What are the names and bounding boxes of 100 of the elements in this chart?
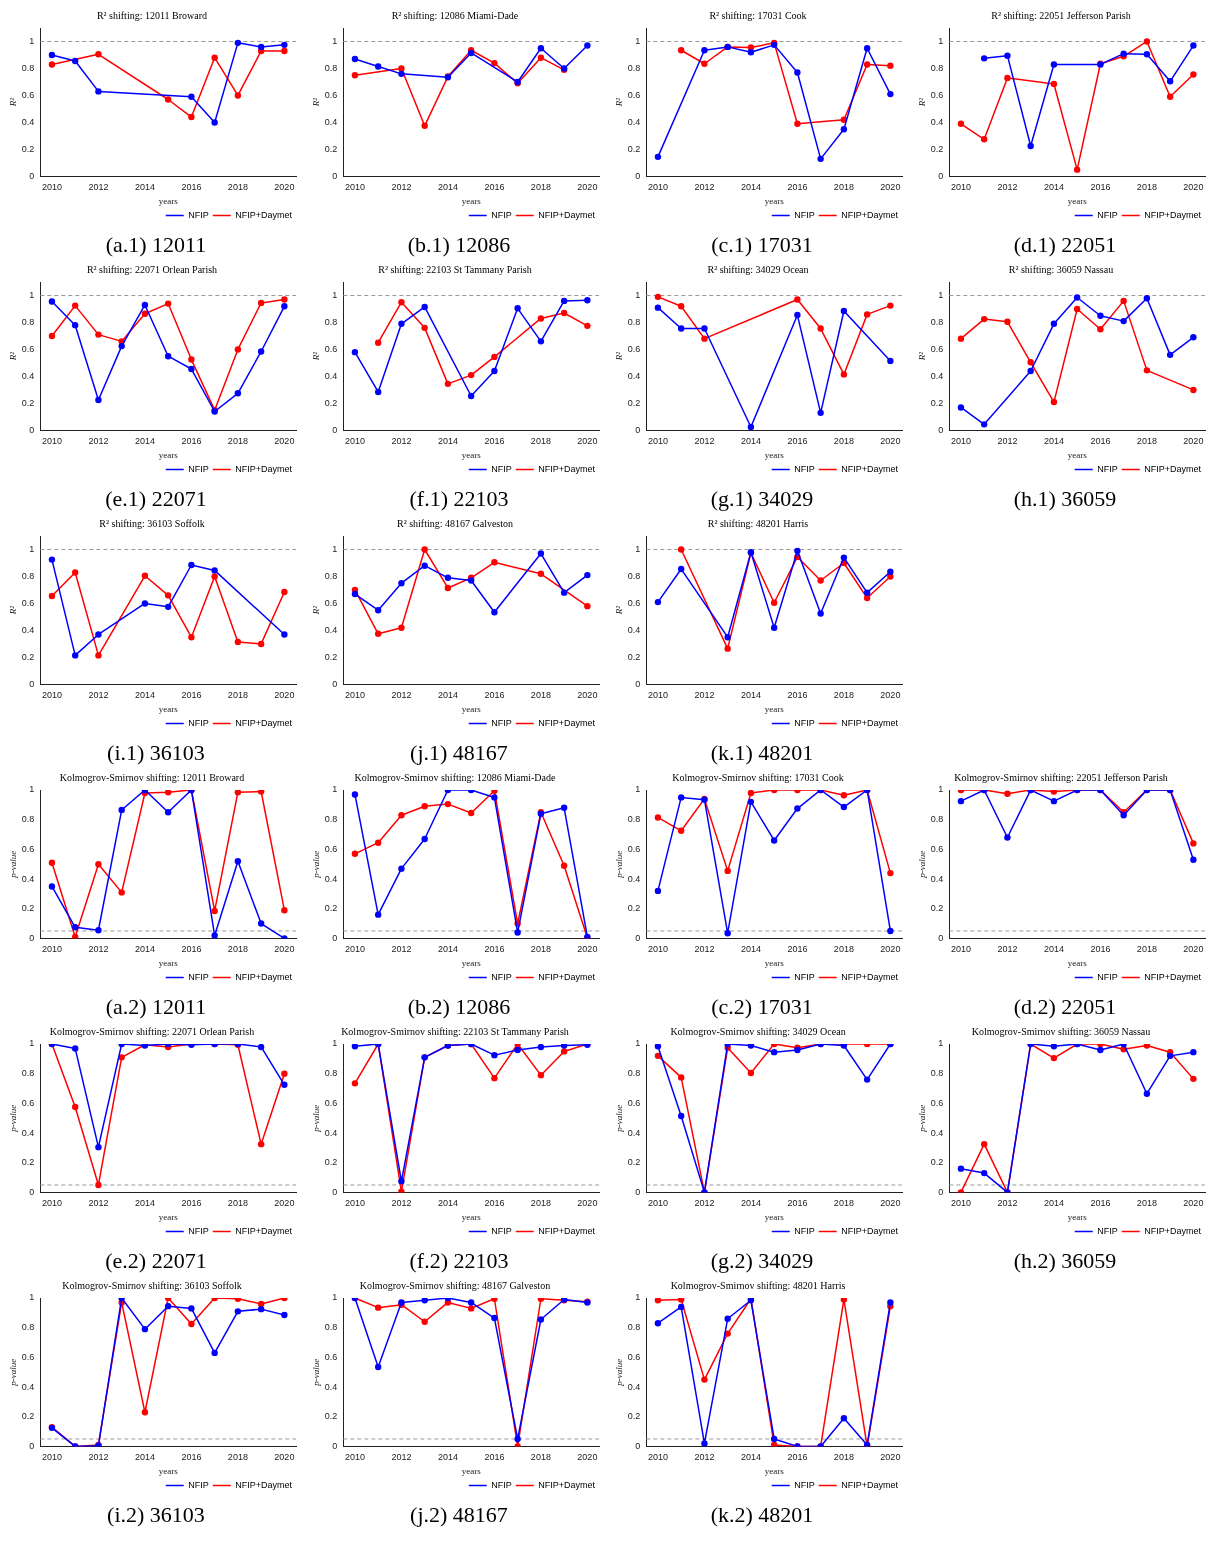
y-tick-label: 0.6 <box>627 597 641 608</box>
x-tick-label: 2010 <box>344 690 365 701</box>
y-tick-label: 1 <box>635 289 641 300</box>
y-tick-label: 0.4 <box>627 873 641 884</box>
y-tick-label: 0.6 <box>324 1097 338 1108</box>
x-tick-label: 2012 <box>88 1452 109 1463</box>
x-axis-title: years <box>461 449 482 460</box>
text: (a.2) 12011 <box>105 994 207 1020</box>
x-tick-label: 2018 <box>833 182 854 193</box>
y-tick-label: 0.8 <box>21 570 35 581</box>
y-axis-title: R² <box>916 351 927 362</box>
x-tick-label: 2016 <box>1090 182 1111 193</box>
y-tick-label: 1 <box>938 784 944 795</box>
y-tick-label: 0 <box>332 424 338 435</box>
x-tick-label: 2018 <box>227 1198 248 1209</box>
x-tick-label: 2010 <box>950 1198 971 1209</box>
text: (e.1) 22071 <box>105 486 207 512</box>
x-tick-label: 2010 <box>344 1198 365 1209</box>
y-tick-label: 0.2 <box>21 1411 35 1422</box>
x-tick-label: 2010 <box>647 690 668 701</box>
legend-label: NFIP <box>188 1225 209 1236</box>
text: (b.1) 12086 <box>407 232 511 258</box>
y-axis-title: p-value <box>310 850 321 879</box>
y-axis-title: R² <box>310 605 321 616</box>
legend-label: NFIP+Daymet <box>538 209 596 220</box>
x-tick-label: 2018 <box>530 1452 551 1463</box>
y-tick-label: 1 <box>29 289 35 300</box>
x-tick-label: 2020 <box>880 1198 901 1209</box>
x-axis-title: years <box>1067 449 1088 460</box>
text: (k.2) 48201 <box>710 1502 814 1528</box>
y-axis-title: p-value <box>7 1104 18 1133</box>
x-tick-label: 2014 <box>740 182 761 193</box>
x-tick-label: 2012 <box>391 690 412 701</box>
legend-label: NFIP <box>491 1479 512 1490</box>
y-axis-title: R² <box>7 97 18 108</box>
text: (i.1) 36103 <box>107 740 205 766</box>
y-axis-title: R² <box>613 351 624 362</box>
x-tick-label: 2012 <box>997 436 1018 447</box>
y-tick-label: 0.4 <box>21 370 35 381</box>
legend-label: NFIP <box>1097 463 1118 474</box>
text: (e.2) 22071 <box>105 1248 207 1274</box>
y-tick-label: 0.6 <box>324 343 338 354</box>
y-tick-label: 0.4 <box>930 370 944 381</box>
x-axis-title: years <box>158 1465 179 1476</box>
y-tick-label: 0.4 <box>930 116 944 127</box>
x-tick-label: 2016 <box>484 182 505 193</box>
legend-label: NFIP <box>794 1225 815 1236</box>
y-tick-label: 0.4 <box>324 116 338 127</box>
legend-label: NFIP+Daymet <box>235 209 293 220</box>
text: (c.1) 17031 <box>711 232 813 258</box>
x-tick-label: 2020 <box>577 436 598 447</box>
x-tick-label: 2010 <box>950 436 971 447</box>
legend-label: NFIP <box>794 971 815 982</box>
y-tick-label: 0.4 <box>627 1381 641 1392</box>
y-tick-label: 0.4 <box>627 370 641 381</box>
y-tick-label: 0.6 <box>324 89 338 100</box>
text: (b.2) 12086 <box>407 994 511 1020</box>
y-tick-label: 0.2 <box>324 143 338 154</box>
y-tick-label: 0.8 <box>324 570 338 581</box>
x-axis-title: years <box>764 1465 785 1476</box>
y-tick-label: 1 <box>29 1292 35 1303</box>
y-tick-label: 0.8 <box>627 570 641 581</box>
x-tick-label: 2018 <box>530 944 551 955</box>
y-axis-title: p-value <box>310 1358 321 1387</box>
chart-title: R² shifting: 48201 Harris <box>707 517 809 529</box>
y-tick-label: 0.6 <box>627 843 641 854</box>
y-tick-label: 0.6 <box>930 843 944 854</box>
y-tick-label: 1 <box>332 543 338 554</box>
x-tick-label: 2018 <box>227 436 248 447</box>
x-tick-label: 2014 <box>437 690 458 701</box>
x-tick-label: 2014 <box>740 690 761 701</box>
chart-title: R² shifting: 22051 Jefferson Parish <box>991 9 1131 21</box>
x-tick-label: 2020 <box>274 1452 295 1463</box>
x-tick-label: 2010 <box>41 1452 62 1463</box>
chart-title: Kolmogrov-Smirnov shifting: 17031 Cook <box>672 771 844 783</box>
chart-title: Kolmogrov-Smirnov shifting: 12011 Broward <box>59 771 245 783</box>
x-tick-label: 2020 <box>1183 182 1204 193</box>
x-tick-label: 2010 <box>344 182 365 193</box>
text: (j.2) 48167 <box>410 1502 508 1528</box>
x-tick-label: 2012 <box>694 182 715 193</box>
x-tick-label: 2014 <box>437 182 458 193</box>
x-tick-label: 2014 <box>134 1452 155 1463</box>
x-tick-label: 2020 <box>274 1198 295 1209</box>
y-tick-label: 0.8 <box>627 316 641 327</box>
y-tick-label: 0 <box>29 678 35 689</box>
x-tick-label: 2016 <box>181 182 202 193</box>
x-tick-label: 2018 <box>833 436 854 447</box>
x-tick-label: 2014 <box>134 436 155 447</box>
legend-label: NFIP+Daymet <box>1144 463 1202 474</box>
y-tick-label: 1 <box>635 1038 641 1049</box>
x-tick-label: 2014 <box>1043 1198 1064 1209</box>
x-tick-label: 2014 <box>437 436 458 447</box>
y-tick-label: 1 <box>635 1292 641 1303</box>
chart-title: R² shifting: 48167 Galveston <box>396 517 514 529</box>
x-tick-label: 2018 <box>1136 182 1157 193</box>
y-tick-label: 0.4 <box>324 370 338 381</box>
y-tick-label: 0.2 <box>21 143 35 154</box>
x-axis-title: years <box>1067 1211 1088 1222</box>
y-tick-label: 0.8 <box>930 62 944 73</box>
x-tick-label: 2010 <box>647 182 668 193</box>
